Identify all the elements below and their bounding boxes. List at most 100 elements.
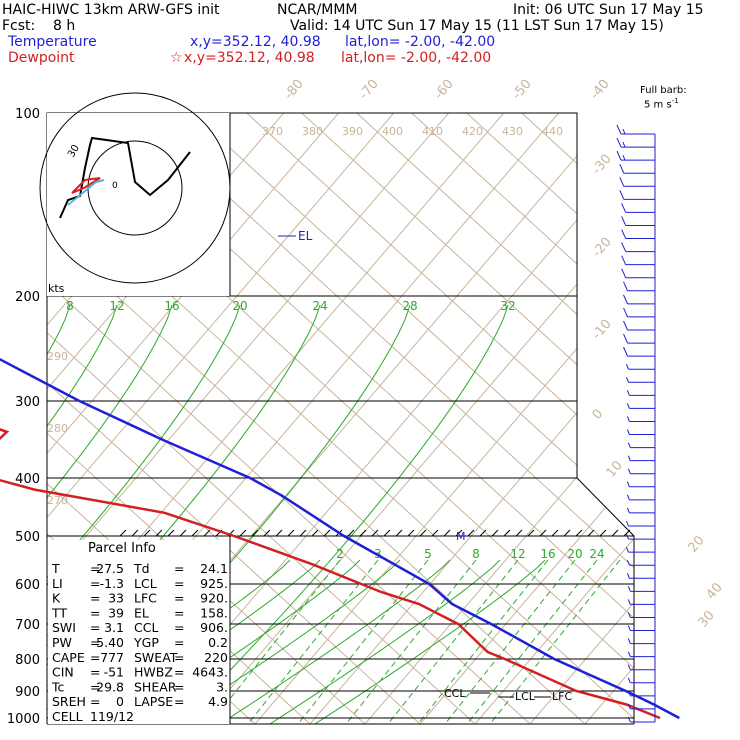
parcel-param-equals: = (174, 650, 184, 665)
wind-barb (627, 599, 655, 605)
freezing-hatch (563, 529, 571, 537)
parcel-param-equals: = (90, 694, 100, 709)
parcel-param-value: 4.9 (208, 694, 228, 709)
wind-barb-flag (623, 333, 628, 344)
lower-moist-adiabat (269, 559, 501, 724)
m-label: M (456, 530, 466, 543)
mixing-ratio-lower-label: 8 (472, 547, 480, 561)
parcel-param-equals: = (174, 605, 184, 620)
dry-adiabat (47, 113, 586, 724)
freezing-hatch (359, 529, 367, 537)
wind-barb-half (626, 494, 630, 501)
moist-adiabat (177, 304, 509, 724)
wind-barb-half (627, 651, 631, 657)
parcel-param-value: 3.1 (104, 620, 124, 635)
mixing-ratio-line (247, 559, 379, 724)
mixing-ratio-line (230, 559, 341, 724)
parcel-param-label: SHEAR (134, 679, 177, 694)
parcel-param-label: CELL (52, 709, 83, 724)
wind-barb-flag (623, 307, 628, 318)
isotherm-label: 20 (686, 533, 708, 555)
parcel-param-equals: = (174, 620, 184, 635)
parcel-param-label: LAPSE (134, 694, 173, 709)
parcel-param-value: 906. (200, 620, 228, 635)
parcel-info-panel (48, 540, 230, 724)
freezing-hatch (323, 529, 331, 537)
parcel-param-label: Tc (51, 679, 65, 694)
parcel-param-equals: = (174, 561, 184, 576)
lfc-label: LFC (552, 690, 572, 703)
mixing-ratio-label: 12 (109, 299, 124, 313)
freezing-hatch (443, 529, 451, 537)
freezing-hatch (419, 529, 427, 537)
isotherm-label: -10 (590, 317, 615, 343)
freezing-hatch (611, 529, 619, 537)
wind-barb-half (627, 586, 631, 592)
wind-barb (627, 677, 655, 684)
parcel-param-label: CIN (52, 665, 74, 680)
parcel-param-value: 27.5 (96, 561, 124, 576)
lower-moist-adiabat (230, 559, 321, 724)
wind-barb (627, 442, 655, 449)
freezing-hatch (191, 529, 199, 537)
parcel-param-value: 158. (200, 605, 228, 620)
wind-barb-half (626, 390, 630, 396)
theta-label: 390 (342, 125, 363, 138)
parcel-param-value: 0.2 (208, 635, 228, 650)
isotherm-label: -80 (282, 77, 307, 103)
mixing-ratio-line (387, 559, 519, 724)
wind-barb-half (626, 364, 629, 370)
freezing-hatch (143, 529, 151, 537)
wind-barb (616, 124, 655, 135)
freezing-hatch (407, 529, 415, 537)
wind-barb (626, 429, 655, 436)
dewpoint-star-icon: ☆ (170, 50, 183, 66)
freezing-hatch (167, 529, 175, 537)
wind-barb-half (626, 377, 629, 383)
freezing-hatch (455, 529, 463, 537)
isotherm (199, 113, 634, 724)
mixing-ratio-lower-label: 24 (589, 547, 604, 561)
dewpoint-legend: Dewpoint (8, 50, 75, 66)
hodograph-red-marker (71, 177, 101, 194)
parcel-param-label: CCL (134, 620, 158, 635)
wind-barb (626, 560, 655, 566)
temperature-legend: Temperature (8, 34, 97, 50)
parcel-param-label: YGP (133, 635, 159, 650)
freezing-hatch (347, 529, 355, 537)
parcel-param-value: 777 (100, 650, 124, 665)
isotherm-label: 0 (590, 407, 607, 423)
wind-barb-flag (621, 242, 627, 252)
freezing-hatch (527, 529, 535, 537)
wind-barb (627, 455, 655, 462)
freezing-hatch (479, 529, 487, 537)
wind-barb (627, 612, 655, 618)
parcel-param-value: 24.1 (200, 561, 228, 576)
mixing-ratio-line (297, 559, 429, 724)
isotherm-label: 10 (604, 458, 626, 480)
wind-barb-half (627, 625, 631, 631)
wind-barb-half (626, 403, 630, 409)
parcel-param-value: 920. (200, 591, 228, 606)
parcel-param-value: 119/12 (90, 709, 134, 724)
parcel-param-equals: = (174, 591, 184, 606)
isotherm-label: -50 (510, 77, 535, 103)
pressure-label-400: 400 (15, 472, 40, 487)
wind-barb (619, 163, 655, 174)
parcel-param-label: CAPE (52, 650, 85, 665)
wind-barb (627, 638, 655, 645)
parcel-param-label: TT (51, 605, 67, 620)
parcel-param-equals: = (174, 576, 184, 591)
pressure-label-100: 100 (15, 107, 40, 122)
parcel-param-equals: = (90, 650, 100, 665)
wind-barb-flag (623, 320, 628, 331)
lower-moist-adiabat (230, 559, 451, 724)
isotherm-label: -70 (357, 77, 382, 103)
wind-barb-half (627, 664, 631, 670)
mixing-ratio-lower-label: 12 (510, 547, 525, 561)
theta-label: 440 (542, 125, 563, 138)
parcel-param-equals: = (90, 605, 100, 620)
wind-barb (626, 390, 655, 396)
freezing-hatch (203, 529, 211, 537)
